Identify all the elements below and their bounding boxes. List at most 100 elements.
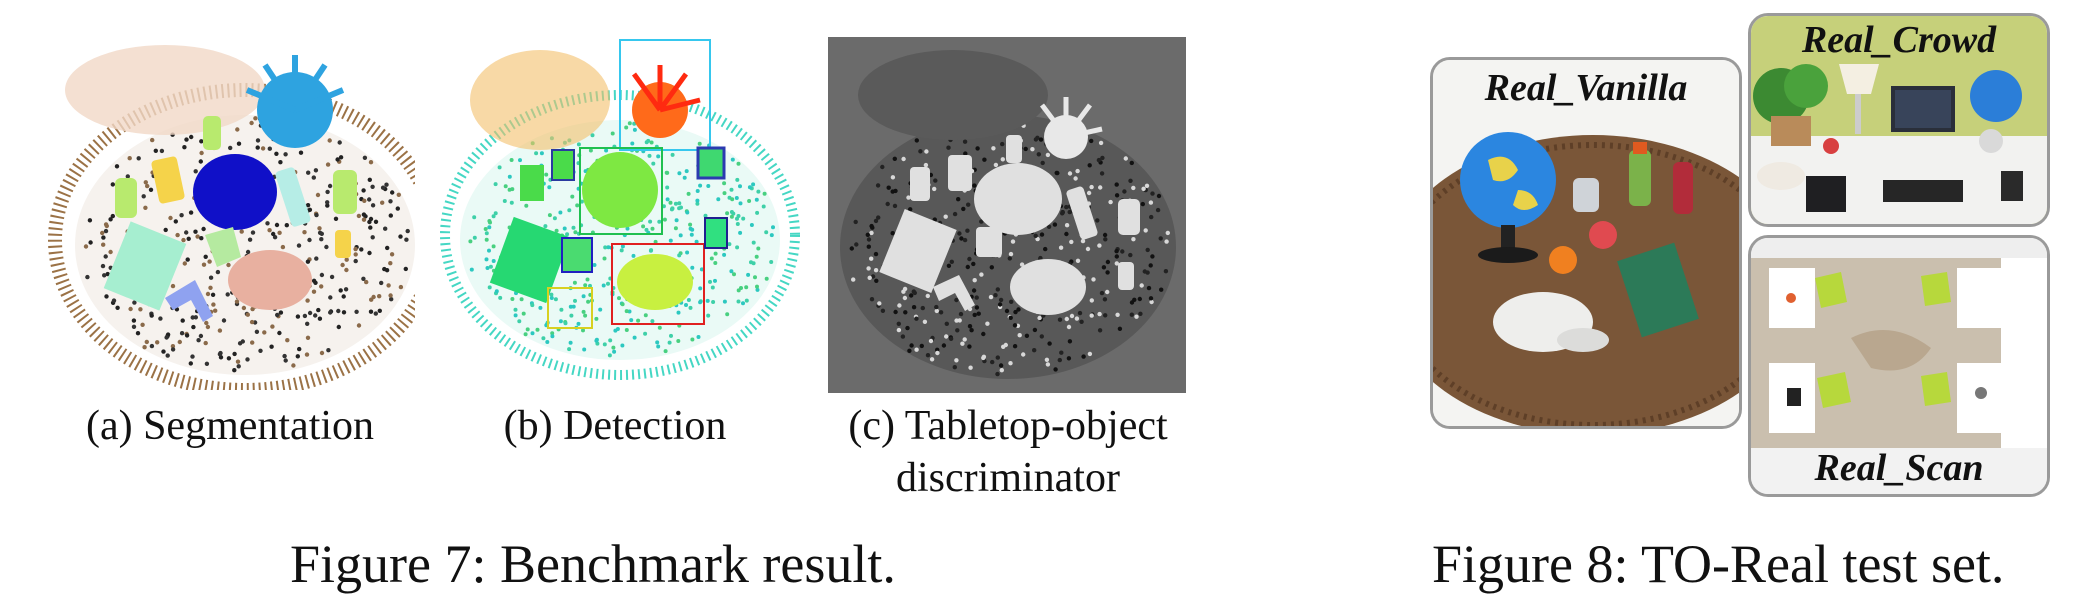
point <box>135 331 141 336</box>
point <box>1057 317 1063 322</box>
point <box>751 182 756 187</box>
scan-chair-4 <box>1921 372 1951 406</box>
point <box>325 200 330 205</box>
point <box>155 340 160 345</box>
point <box>1137 296 1142 302</box>
det-box-2 <box>551 149 575 181</box>
point <box>539 151 544 156</box>
point <box>620 244 625 249</box>
point <box>974 295 979 300</box>
point <box>128 306 133 312</box>
point <box>553 297 558 302</box>
point <box>143 180 148 185</box>
point <box>1129 312 1134 317</box>
point <box>367 197 372 202</box>
point <box>943 214 948 219</box>
point <box>307 310 313 316</box>
point <box>629 318 634 323</box>
point <box>1032 327 1038 333</box>
point <box>729 187 734 192</box>
point <box>201 226 206 232</box>
point <box>875 183 881 188</box>
point <box>1016 307 1021 312</box>
point <box>468 239 473 244</box>
point <box>729 269 734 274</box>
point <box>1145 247 1150 253</box>
det-globe <box>582 152 658 228</box>
point <box>877 301 882 306</box>
point <box>998 297 1004 303</box>
point <box>583 313 588 318</box>
point <box>710 285 715 290</box>
point <box>588 148 593 153</box>
point <box>694 239 699 244</box>
point <box>232 368 237 373</box>
scan-table-2 <box>1957 268 2003 328</box>
point <box>569 313 574 318</box>
title-real-scan: Real_Scan <box>1814 447 1984 489</box>
point <box>513 313 518 318</box>
point <box>722 252 727 257</box>
point <box>1100 155 1105 161</box>
point <box>377 308 382 313</box>
point <box>1114 193 1120 198</box>
point <box>938 310 944 315</box>
point <box>1033 233 1038 238</box>
point <box>747 199 752 203</box>
point <box>221 318 227 323</box>
point <box>1045 362 1051 367</box>
point <box>203 340 208 346</box>
point <box>217 352 223 357</box>
point <box>149 343 155 349</box>
point <box>755 284 759 289</box>
point <box>730 197 735 202</box>
point <box>236 141 242 146</box>
point <box>1149 214 1154 220</box>
point <box>368 309 374 314</box>
point <box>103 228 109 234</box>
point <box>866 237 872 242</box>
point <box>388 213 393 218</box>
point <box>247 237 253 242</box>
point <box>935 347 940 352</box>
point <box>995 371 1000 377</box>
point <box>688 222 693 227</box>
point <box>182 261 187 266</box>
point <box>184 137 189 142</box>
point <box>665 197 670 202</box>
point <box>695 189 700 193</box>
point <box>885 201 890 207</box>
point <box>1067 171 1073 176</box>
point <box>735 216 739 221</box>
point <box>735 222 740 226</box>
point <box>625 226 630 231</box>
point <box>853 219 858 225</box>
point <box>1148 200 1154 205</box>
point <box>1097 243 1102 248</box>
point <box>179 331 185 336</box>
point <box>585 277 590 282</box>
point <box>494 289 499 294</box>
point <box>217 328 223 333</box>
seg-box-5 <box>333 170 357 214</box>
point <box>104 294 109 299</box>
point <box>325 162 331 167</box>
point <box>353 258 358 264</box>
point <box>647 153 652 158</box>
point <box>262 330 267 335</box>
detection-point-cloud <box>440 39 800 380</box>
scan-chair-3 <box>1817 372 1851 408</box>
point <box>929 357 935 362</box>
scan-chair-2 <box>1921 272 1951 306</box>
point <box>565 232 570 237</box>
seg-globe <box>193 154 277 230</box>
photo-real-vanilla: Real_Vanilla <box>1430 57 1742 429</box>
point <box>201 262 207 267</box>
point <box>866 266 871 271</box>
point <box>158 316 163 321</box>
det-cap-bbox <box>547 287 593 329</box>
point <box>1066 324 1072 330</box>
point <box>385 245 390 251</box>
point <box>1067 339 1073 344</box>
point <box>488 220 492 225</box>
